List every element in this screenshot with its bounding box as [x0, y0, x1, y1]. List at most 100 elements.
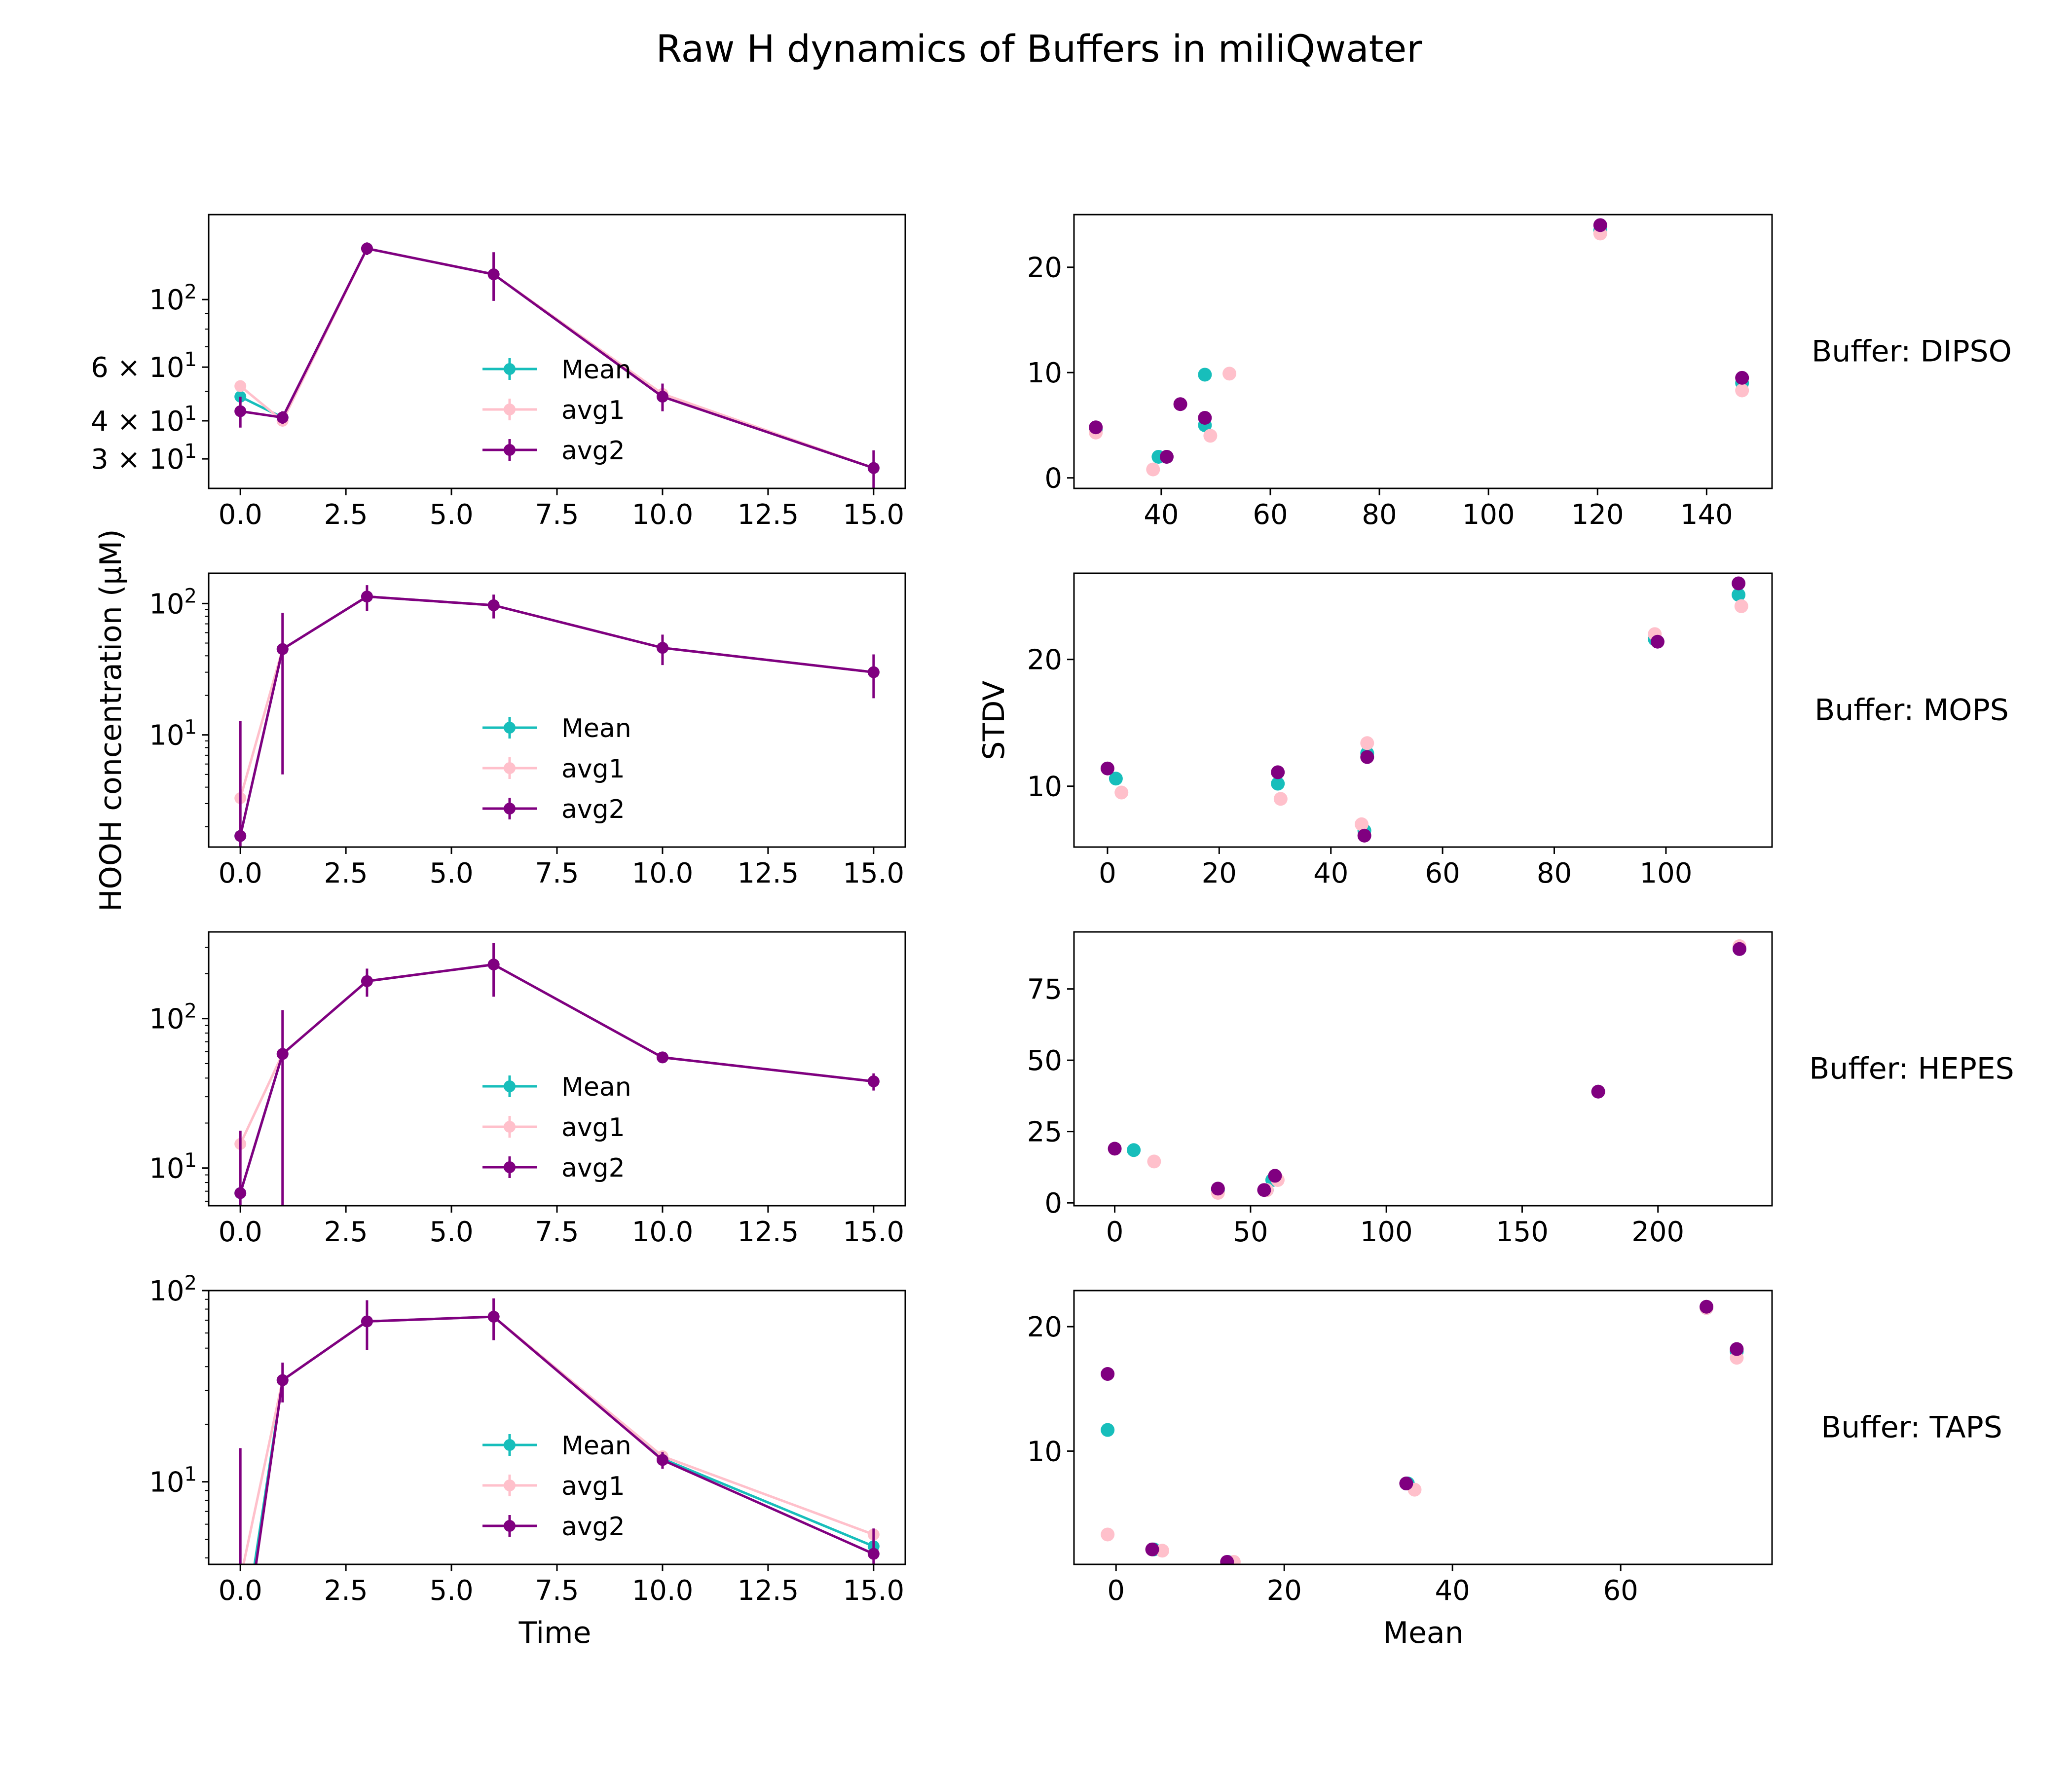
x-tick-label: 10.0	[632, 1575, 694, 1607]
data-point-avg2	[361, 1315, 373, 1328]
axes-frame	[208, 1290, 906, 1565]
x-tick-label: 7.5	[535, 1575, 579, 1607]
data-point-avg2	[276, 411, 289, 424]
scatter-point-avg1	[1155, 1544, 1170, 1558]
plot-area	[1089, 218, 1749, 477]
plot-area	[1101, 1299, 1744, 1564]
data-point-Mean	[234, 1652, 246, 1664]
x-tick-label: 60	[1603, 1575, 1638, 1607]
y-axis-label-left: HOOH concentration (µM)	[94, 529, 128, 911]
scatter-point-avg2	[1593, 218, 1607, 232]
y-tick-label: 10	[1027, 357, 1062, 389]
x-tick-label: 200	[1631, 1216, 1684, 1248]
scatter-point-avg2	[1399, 1477, 1413, 1491]
scatter-point-avg2	[1257, 1183, 1271, 1197]
data-point-avg2	[656, 1051, 668, 1064]
y-tick-label: 10	[1027, 771, 1062, 803]
scatter-point-avg1	[1147, 1154, 1161, 1169]
scatter-point-avg2	[1101, 1367, 1115, 1381]
plot-area	[1108, 939, 1746, 1200]
legend-marker	[504, 404, 516, 415]
y-tick-label: 20	[1027, 252, 1062, 284]
axes-frame	[208, 214, 906, 489]
x-tick-label: 12.5	[738, 1575, 799, 1607]
legend: Mean avg1 avg2	[482, 1431, 631, 1542]
axes-frame	[1073, 214, 1773, 489]
legend-label: avg1	[561, 396, 625, 425]
data-point-avg2	[487, 1310, 500, 1323]
y-tick-label: 101	[149, 716, 197, 752]
scatter-point-avg2	[1650, 634, 1665, 649]
axes-frame	[1073, 931, 1773, 1207]
y-tick-label: 0	[1044, 463, 1062, 495]
x-tick-label: 100	[1360, 1216, 1413, 1248]
plot-area	[234, 1298, 880, 1664]
y-tick-label: 102	[149, 1272, 197, 1307]
scatter-point-Mean	[1198, 368, 1212, 382]
scatter-point-avg2	[1220, 1554, 1234, 1564]
axes-frame	[208, 931, 906, 1207]
scatter-point-avg2	[1268, 1169, 1282, 1183]
legend-marker	[504, 1080, 516, 1092]
scatter-point-avg1	[1273, 792, 1288, 806]
data-point-avg2	[656, 391, 668, 403]
x-tick-label: 5.0	[430, 499, 474, 531]
data-point-avg2	[234, 1187, 247, 1199]
x-tick-label: 40	[1144, 499, 1179, 531]
data-point-avg2	[487, 268, 500, 281]
chart-time-TAPS: 0.0 2.5 5.0 7.5 10.0 12.5 15.0 101 102 Mean avg1 av…	[149, 1272, 906, 1664]
x-tick-label: 2.5	[324, 1575, 368, 1607]
x-tick-label: 2.5	[324, 499, 368, 531]
series-line-Mean	[239, 595, 874, 837]
scatter-point-avg2	[1145, 1542, 1159, 1556]
x-tick-label: 140	[1680, 499, 1733, 531]
data-point-avg2	[276, 1374, 289, 1386]
x-tick-label: 7.5	[535, 499, 579, 531]
series-line-avg2	[240, 247, 874, 469]
legend-label: avg1	[561, 754, 625, 784]
row-label: Buffer: MOPS	[1814, 693, 2009, 728]
x-tick-label: 12.5	[738, 1216, 799, 1248]
x-tick-label: 0	[1107, 1575, 1125, 1607]
x-tick-label: 80	[1362, 499, 1397, 531]
x-tick-label: 7.5	[535, 1216, 579, 1248]
plot-area	[1100, 576, 1748, 843]
plot-area	[234, 585, 880, 847]
x-tick-label: 80	[1537, 857, 1572, 889]
x-tick-label: 0.0	[219, 857, 262, 889]
x-tick-label: 50	[1233, 1216, 1268, 1248]
scatter-point-avg2	[1730, 1342, 1744, 1356]
y-tick-label: 4 × 101	[91, 402, 197, 438]
x-tick-label: 0.0	[219, 1575, 262, 1607]
chart-stdv-DIPSO: 40 60 80 100 120 140 0 10 20 Buffer: DIPSO	[1027, 214, 2012, 531]
scatter-point-avg2	[1735, 370, 1749, 385]
legend-label: avg2	[561, 436, 625, 466]
series-line-avg2	[239, 595, 874, 837]
data-point-avg2	[867, 462, 880, 474]
data-point-avg2	[234, 405, 247, 417]
y-tick-label: 20	[1027, 1311, 1062, 1343]
x-axis-label-left: Time	[518, 1616, 592, 1650]
scatter-point-avg1	[1360, 736, 1374, 750]
scatter-point-avg1	[1146, 462, 1160, 477]
legend-label: Mean	[561, 1073, 631, 1102]
x-tick-label: 5.0	[430, 857, 474, 889]
data-point-avg2	[234, 830, 247, 842]
legend-marker	[504, 1121, 516, 1133]
legend-label: avg2	[561, 1153, 625, 1183]
scatter-point-avg1	[1354, 817, 1369, 831]
x-tick-label: 0.0	[219, 499, 262, 531]
data-point-avg2	[656, 642, 668, 654]
series-line-avg1	[242, 1315, 874, 1564]
legend-label: avg1	[561, 1472, 625, 1501]
x-tick-label: 12.5	[738, 499, 799, 531]
legend-label: Mean	[561, 714, 631, 743]
data-point-avg1	[234, 380, 247, 392]
data-point-avg2	[361, 591, 373, 603]
x-tick-label: 5.0	[430, 1575, 474, 1607]
legend: Mean avg1 avg2	[482, 1073, 631, 1183]
y-tick-label: 10	[1027, 1436, 1062, 1468]
scatter-point-avg2	[1211, 1182, 1225, 1196]
scatter-point-Mean	[1732, 588, 1746, 602]
